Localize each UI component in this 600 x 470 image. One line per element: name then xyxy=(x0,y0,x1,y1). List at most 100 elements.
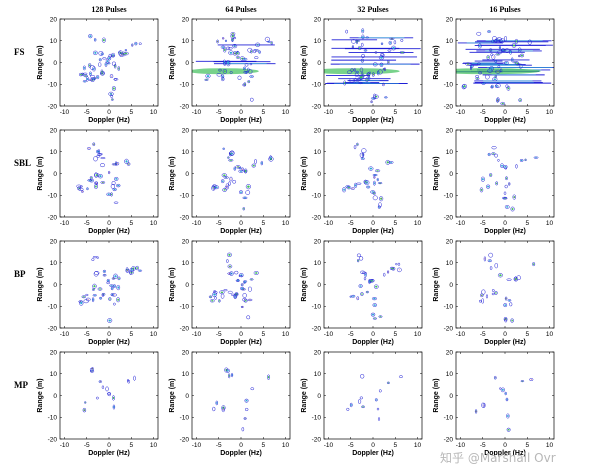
contour-core xyxy=(499,274,502,277)
contour-blob xyxy=(85,297,91,302)
contour-blob xyxy=(519,53,525,58)
contour-peak xyxy=(515,278,517,280)
y-tick-label: 10 xyxy=(314,371,322,378)
contour-core xyxy=(373,174,377,176)
contour-blob xyxy=(107,62,111,65)
contour-blob xyxy=(361,405,365,409)
contour-blob xyxy=(264,36,271,42)
contour-blob xyxy=(400,38,404,42)
contour-blob xyxy=(96,154,101,158)
contour-blob xyxy=(89,176,93,180)
contour-blob xyxy=(102,269,107,273)
contour-core xyxy=(371,313,375,316)
y-tick-label: -10 xyxy=(444,193,454,200)
x-tick-label: 5 xyxy=(129,220,133,227)
contour-peak xyxy=(352,46,354,48)
contour-blob xyxy=(82,407,87,413)
x-axis-label: Doppler (Hz) xyxy=(352,450,394,457)
contour-peak xyxy=(234,53,236,54)
contour-blob xyxy=(380,52,384,57)
contour-blob xyxy=(96,396,99,400)
contour-blob xyxy=(374,398,378,402)
contour-core xyxy=(378,182,382,184)
contour-blob xyxy=(487,30,492,33)
x-axis-label: Doppler (Hz) xyxy=(484,339,526,346)
contour-core xyxy=(362,29,364,32)
x-tick-label: 0 xyxy=(503,109,507,116)
contour-blob xyxy=(358,74,364,80)
y-tick-label: 0 xyxy=(317,60,321,67)
contour-blob xyxy=(218,299,221,303)
contour-blob xyxy=(113,63,117,69)
x-tick-label: 5 xyxy=(261,109,265,116)
contour-blob xyxy=(254,56,259,60)
y-tick-label: 20 xyxy=(314,16,322,23)
y-tick-label: -10 xyxy=(312,304,322,311)
contour-core xyxy=(359,285,362,287)
contour-blob xyxy=(98,62,102,67)
contour-blob xyxy=(350,187,355,190)
y-tick-label: 10 xyxy=(50,149,58,156)
contour-layer xyxy=(324,28,421,104)
y-axis-label: Range (m) xyxy=(169,156,176,190)
contour-blob xyxy=(346,407,350,411)
contour-core xyxy=(229,51,233,54)
contour-blob xyxy=(237,75,242,80)
x-tick-label: -10 xyxy=(192,109,202,116)
contour-core xyxy=(112,396,115,400)
contour-blob xyxy=(110,286,114,291)
y-tick-label: -10 xyxy=(180,415,190,422)
contour-blob xyxy=(516,275,521,281)
y-tick-label: -20 xyxy=(444,436,454,443)
contour-blob xyxy=(227,252,232,258)
contour-blob xyxy=(254,49,259,52)
contour-blob xyxy=(94,183,98,190)
contour-core xyxy=(86,77,89,81)
contour-peak xyxy=(391,38,393,40)
contour-blob xyxy=(233,166,236,171)
contour-blob xyxy=(133,375,136,381)
contour-core xyxy=(351,69,353,71)
contour-peak xyxy=(230,178,232,180)
x-tick-label: -5 xyxy=(480,109,486,116)
contour-peak xyxy=(117,163,118,165)
contour-peak xyxy=(489,70,491,72)
contour-core xyxy=(205,79,208,81)
contour-blob xyxy=(225,60,231,65)
contour-blob xyxy=(378,389,382,393)
contour-blob xyxy=(222,68,228,74)
contour-blob xyxy=(235,51,240,56)
contour-core xyxy=(511,207,514,211)
contour-blob xyxy=(92,142,96,147)
contour-core xyxy=(231,374,233,376)
contour-blob xyxy=(363,49,368,52)
x-tick-label: 0 xyxy=(107,220,111,227)
x-tick-label: -10 xyxy=(324,331,334,338)
contour-blob xyxy=(88,34,93,39)
x-tick-label: -10 xyxy=(192,220,202,227)
contour-blob xyxy=(220,293,225,299)
contour-blob xyxy=(105,386,109,392)
contour-core xyxy=(117,298,120,301)
contour-core xyxy=(117,184,120,187)
contour-blob xyxy=(381,82,385,87)
x-axis-label: Doppler (Hz) xyxy=(88,117,130,124)
contour-core xyxy=(250,279,253,280)
contour-core xyxy=(376,170,379,172)
contour-blob xyxy=(500,387,505,393)
contour-blob xyxy=(360,157,365,160)
contour-blob xyxy=(383,272,386,277)
contour-blob xyxy=(228,50,234,56)
contour-blob xyxy=(221,406,225,413)
contour-layer xyxy=(211,147,274,211)
contour-blob xyxy=(92,66,96,72)
contour-blob xyxy=(111,61,116,66)
contour-peak xyxy=(530,379,532,380)
watermark: 知乎 @Marshall Ovr xyxy=(440,451,556,465)
x-tick-label: 10 xyxy=(282,331,290,338)
contour-peak xyxy=(497,100,498,101)
contour-blob xyxy=(396,267,402,273)
